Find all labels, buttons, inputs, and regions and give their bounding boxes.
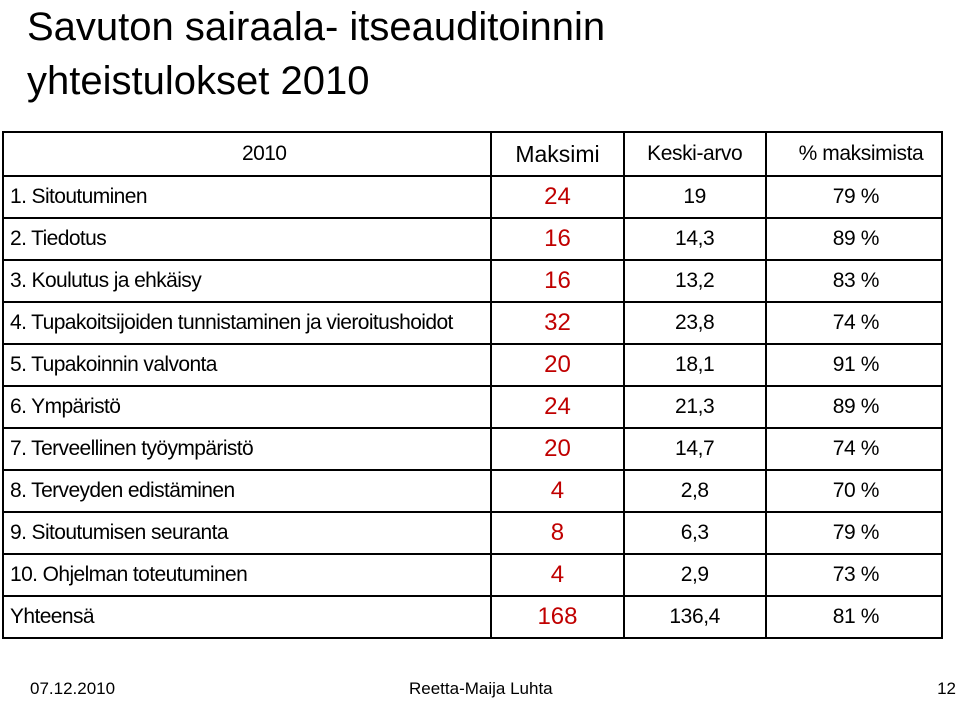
average-value: 14,3 — [622, 217, 767, 261]
row-label: 9. Sitoutumisen seuranta — [1, 511, 493, 555]
table-body: 1. Sitoutuminen 24 19 79 % 2. Tiedotus 16 14,3… — [1, 175, 944, 639]
percent-of-max: 89 % — [764, 217, 944, 261]
table-row: 4. Tupakoitsijoiden tunnistaminen ja vie… — [1, 301, 944, 345]
max-value: 16 — [490, 259, 625, 303]
max-value: 4 — [490, 469, 625, 513]
percent-of-max: 89 % — [764, 385, 944, 429]
max-value: 16 — [490, 217, 625, 261]
percent-of-max: 79 % — [764, 511, 944, 555]
header-max: Maksimi — [490, 131, 625, 177]
row-label: 5. Tupakoinnin valvonta — [1, 343, 493, 387]
max-value: 24 — [490, 175, 625, 219]
row-label: 6. Ympäristö — [1, 385, 493, 429]
table-row: 3. Koulutus ja ehkäisy 16 13,2 83 % — [1, 259, 944, 303]
average-value: 2,9 — [622, 553, 767, 597]
table-row: 2. Tiedotus 16 14,3 89 % — [1, 217, 944, 261]
row-label: 3. Koulutus ja ehkäisy — [1, 259, 493, 303]
row-label: 8. Terveyden edistäminen — [1, 469, 493, 513]
average-value: 14,7 — [622, 427, 767, 471]
max-value: 20 — [490, 343, 625, 387]
max-value: 32 — [490, 301, 625, 345]
table-row: 1. Sitoutuminen 24 19 79 % — [1, 175, 944, 219]
average-value: 23,8 — [622, 301, 767, 345]
average-value: 19 — [622, 175, 767, 219]
results-table: 2010 Maksimi Keski-arvo % maksimista 1. … — [1, 131, 944, 639]
slide-title: Savuton sairaala- itseauditoinnin yhteis… — [27, 0, 927, 108]
table-row: 5. Tupakoinnin valvonta 20 18,1 91 % — [1, 343, 944, 387]
table-row: 7. Terveellinen työympäristö 20 14,7 74 % — [1, 427, 944, 471]
percent-of-max: 79 % — [764, 175, 944, 219]
percent-of-max: 70 % — [764, 469, 944, 513]
average-value: 6,3 — [622, 511, 767, 555]
row-label: 10. Ohjelman toteutuminen — [1, 553, 493, 597]
header-avg: Keski-arvo — [622, 131, 767, 177]
percent-of-max: 81 % — [764, 595, 944, 639]
percent-of-max: 91 % — [764, 343, 944, 387]
footer-date: 07.12.2010 — [30, 679, 116, 698]
average-value: 2,8 — [622, 469, 767, 513]
row-label: Yhteensä — [1, 595, 493, 639]
average-value: 13,2 — [622, 259, 767, 303]
percent-of-max: 83 % — [764, 259, 944, 303]
table-row: Yhteensä 168 136,4 81 % — [1, 595, 944, 639]
row-label: 2. Tiedotus — [1, 217, 493, 261]
table-row: 9. Sitoutumisen seuranta 8 6,3 79 % — [1, 511, 944, 555]
max-value: 20 — [490, 427, 625, 471]
table-row: 10. Ohjelman toteutuminen 4 2,9 73 % — [1, 553, 944, 597]
page-number: 12 — [937, 679, 956, 698]
average-value: 18,1 — [622, 343, 767, 387]
max-value: 8 — [490, 511, 625, 555]
table-header-row: 2010 Maksimi Keski-arvo % maksimista — [1, 131, 944, 177]
percent-of-max: 74 % — [764, 427, 944, 471]
percent-of-max: 74 % — [764, 301, 944, 345]
max-value: 168 — [490, 595, 625, 639]
footer-author: Reetta-Maija Luhta — [409, 679, 553, 698]
average-value: 136,4 — [622, 595, 767, 639]
average-value: 21,3 — [622, 385, 767, 429]
table-row: 8. Terveyden edistäminen 4 2,8 70 % — [1, 469, 944, 513]
slide-footer: 07.12.2010 Reetta-Maija Luhta 12 — [0, 676, 960, 702]
max-value: 4 — [490, 553, 625, 597]
max-value: 24 — [490, 385, 625, 429]
table-row: 6. Ympäristö 24 21,3 89 % — [1, 385, 944, 429]
row-label: 7. Terveellinen työympäristö — [1, 427, 493, 471]
header-pct: % maksimista — [764, 131, 944, 177]
slide-title-line-2: yhteistulokset 2010 — [27, 59, 370, 103]
header-year: 2010 — [1, 131, 493, 177]
percent-of-max: 73 % — [764, 553, 944, 597]
row-label: 1. Sitoutuminen — [1, 175, 493, 219]
row-label: 4. Tupakoitsijoiden tunnistaminen ja vie… — [1, 301, 493, 345]
slide-title-line-1: Savuton sairaala- itseauditoinnin — [27, 5, 606, 49]
